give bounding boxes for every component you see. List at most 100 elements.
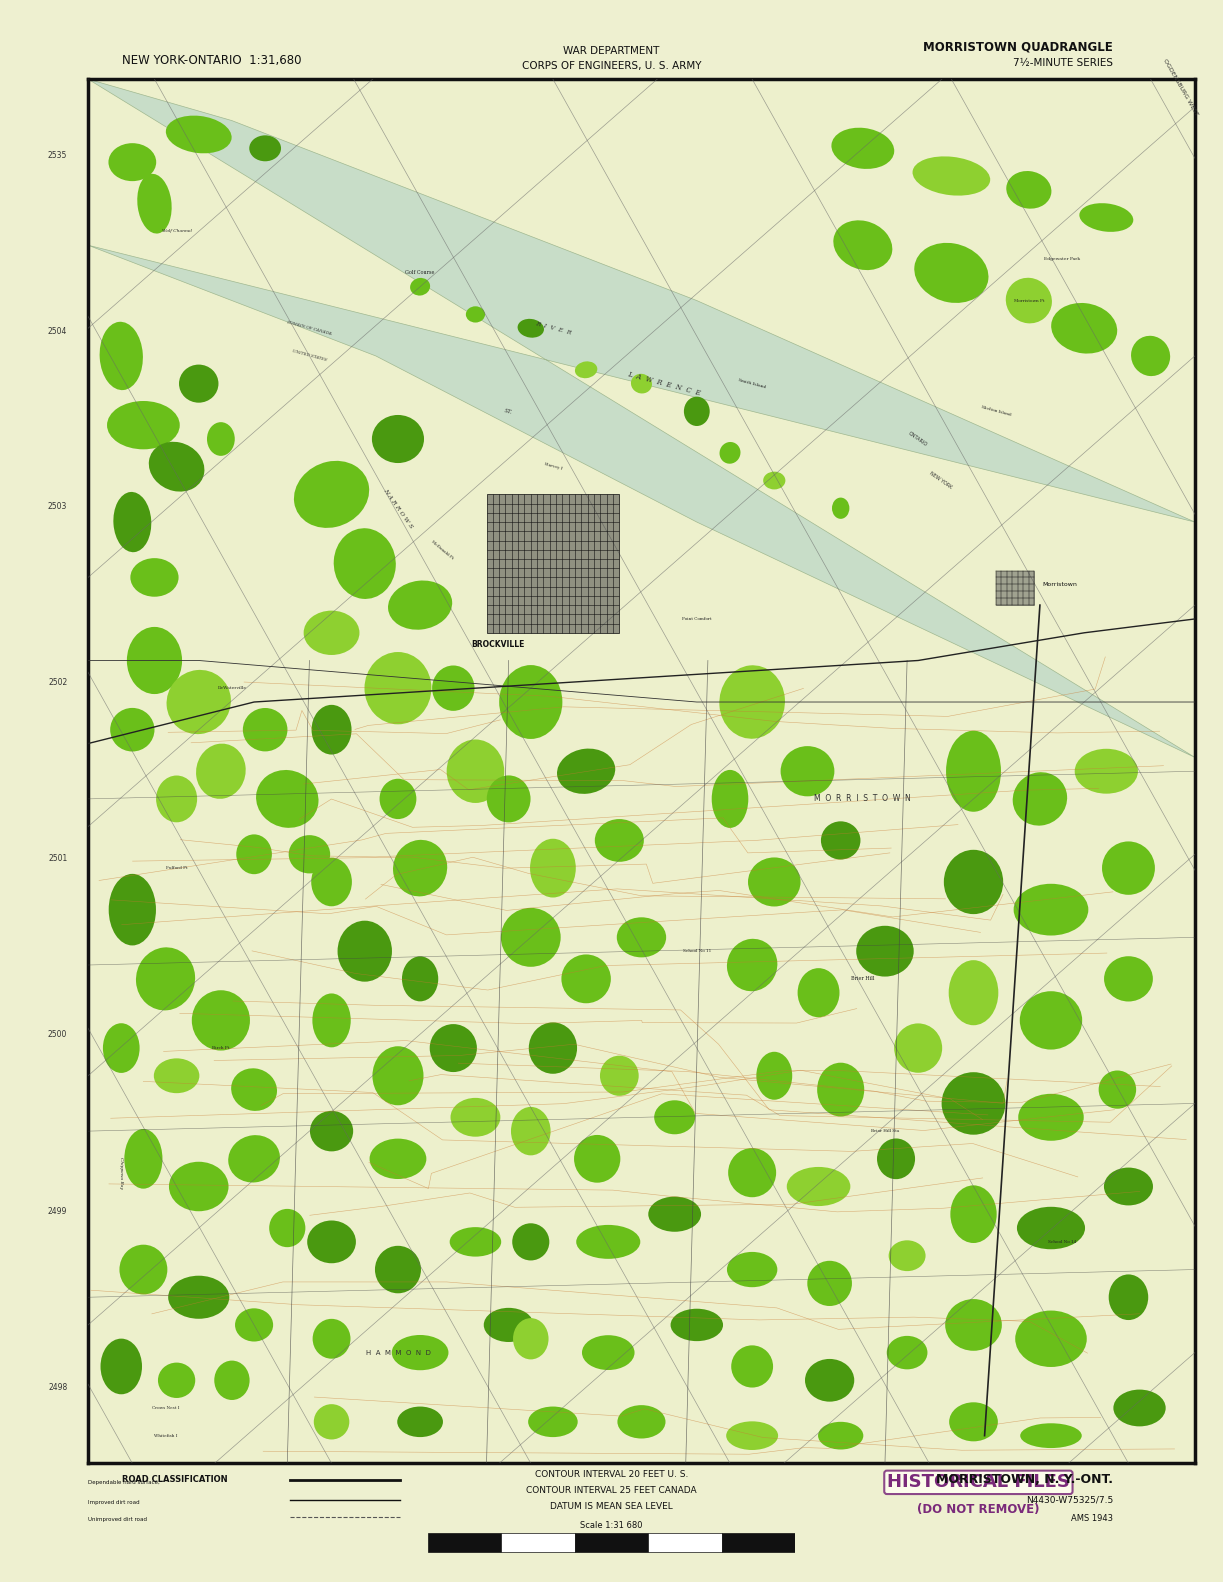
Ellipse shape <box>719 666 785 739</box>
Ellipse shape <box>756 1052 793 1099</box>
Text: 2503: 2503 <box>48 503 67 511</box>
Text: 2501: 2501 <box>48 854 67 862</box>
Ellipse shape <box>466 307 486 323</box>
Ellipse shape <box>137 174 171 234</box>
Ellipse shape <box>391 1335 449 1370</box>
Ellipse shape <box>726 1421 778 1451</box>
Ellipse shape <box>1052 304 1117 353</box>
Ellipse shape <box>832 128 894 169</box>
Ellipse shape <box>311 857 352 906</box>
Text: 2535: 2535 <box>48 150 67 160</box>
Ellipse shape <box>684 397 709 426</box>
Ellipse shape <box>947 731 1000 812</box>
Ellipse shape <box>712 770 748 827</box>
Ellipse shape <box>731 1345 773 1387</box>
Ellipse shape <box>338 921 391 982</box>
Ellipse shape <box>120 1245 168 1294</box>
Ellipse shape <box>1098 1071 1136 1109</box>
Ellipse shape <box>289 835 330 873</box>
Ellipse shape <box>1016 1207 1085 1250</box>
Text: MORRISTOWN, N. Y.-ONT.: MORRISTOWN, N. Y.-ONT. <box>936 1473 1113 1485</box>
Ellipse shape <box>945 1299 1002 1351</box>
Ellipse shape <box>169 1161 229 1212</box>
Ellipse shape <box>1104 956 1153 1001</box>
Ellipse shape <box>125 1130 163 1188</box>
Ellipse shape <box>157 775 197 823</box>
Text: N4430-W75325/7.5: N4430-W75325/7.5 <box>1026 1495 1113 1504</box>
Ellipse shape <box>166 115 231 153</box>
Text: Brier Hill: Brier Hill <box>851 976 874 981</box>
Ellipse shape <box>817 1063 865 1117</box>
Ellipse shape <box>512 1223 549 1261</box>
Text: M  O  R  R  I  S  T  O  W  N: M O R R I S T O W N <box>815 794 911 804</box>
Text: WAR DEPARTMENT: WAR DEPARTMENT <box>564 46 659 55</box>
Ellipse shape <box>856 925 914 976</box>
Text: ST.: ST. <box>504 408 514 414</box>
Text: DATUM IS MEAN SEA LEVEL: DATUM IS MEAN SEA LEVEL <box>550 1501 673 1511</box>
Ellipse shape <box>294 460 369 528</box>
Ellipse shape <box>950 1185 997 1243</box>
Text: OGDENSBURG WEST: OGDENSBURG WEST <box>1162 57 1199 117</box>
Text: 2499: 2499 <box>48 1207 67 1217</box>
Ellipse shape <box>243 709 287 751</box>
Ellipse shape <box>149 441 204 492</box>
Text: Improved dirt road: Improved dirt road <box>88 1500 139 1504</box>
Text: Skelton Island: Skelton Island <box>981 405 1011 418</box>
Ellipse shape <box>450 1098 500 1137</box>
Ellipse shape <box>303 611 360 655</box>
Bar <box>648 1533 722 1552</box>
Text: N A R R O W S: N A R R O W S <box>383 487 413 528</box>
Bar <box>428 1533 501 1552</box>
Ellipse shape <box>312 706 351 755</box>
Ellipse shape <box>582 1335 635 1370</box>
Ellipse shape <box>654 1101 695 1134</box>
Ellipse shape <box>192 990 249 1050</box>
Ellipse shape <box>1020 992 1082 1049</box>
Text: Smith Island: Smith Island <box>737 378 767 389</box>
Text: Fulford Pt: Fulford Pt <box>166 865 187 870</box>
Ellipse shape <box>618 1405 665 1438</box>
Ellipse shape <box>887 1335 927 1370</box>
Ellipse shape <box>269 1209 306 1247</box>
Ellipse shape <box>166 669 231 734</box>
Text: ONTARIO: ONTARIO <box>907 430 928 448</box>
Ellipse shape <box>944 850 1003 914</box>
Ellipse shape <box>1104 1168 1153 1205</box>
Ellipse shape <box>1109 1275 1148 1319</box>
Ellipse shape <box>949 960 998 1025</box>
Ellipse shape <box>484 1308 533 1342</box>
Ellipse shape <box>229 1136 280 1182</box>
Ellipse shape <box>109 142 157 182</box>
Text: AMS 1943: AMS 1943 <box>1071 1514 1113 1523</box>
Bar <box>487 495 619 633</box>
Ellipse shape <box>99 321 143 391</box>
Text: Briar Hill Sta: Briar Hill Sta <box>871 1130 899 1133</box>
Ellipse shape <box>313 1319 351 1359</box>
Ellipse shape <box>748 857 801 906</box>
Text: CORPS OF ENGINEERS, U. S. ARMY: CORPS OF ENGINEERS, U. S. ARMY <box>522 62 701 71</box>
Ellipse shape <box>1131 335 1170 377</box>
Ellipse shape <box>631 373 652 394</box>
Ellipse shape <box>512 1318 549 1359</box>
Ellipse shape <box>109 873 157 946</box>
Ellipse shape <box>780 747 834 796</box>
Ellipse shape <box>214 1361 249 1400</box>
Ellipse shape <box>249 136 281 161</box>
Ellipse shape <box>561 954 610 1003</box>
Ellipse shape <box>949 1402 998 1441</box>
Ellipse shape <box>1015 1310 1087 1367</box>
Ellipse shape <box>726 1251 778 1288</box>
Text: Morristown: Morristown <box>1042 582 1077 587</box>
Ellipse shape <box>1075 748 1137 794</box>
Text: DeWaterville: DeWaterville <box>218 687 247 690</box>
Ellipse shape <box>446 739 504 804</box>
Ellipse shape <box>616 918 667 957</box>
Ellipse shape <box>450 1228 501 1256</box>
Ellipse shape <box>1080 202 1134 233</box>
Text: McDonald Pt: McDonald Pt <box>430 539 454 560</box>
Text: Dependable hard surface,: Dependable hard surface, <box>88 1481 160 1485</box>
Ellipse shape <box>256 770 318 827</box>
Ellipse shape <box>670 1308 723 1342</box>
Ellipse shape <box>131 558 179 596</box>
Ellipse shape <box>805 1359 854 1402</box>
